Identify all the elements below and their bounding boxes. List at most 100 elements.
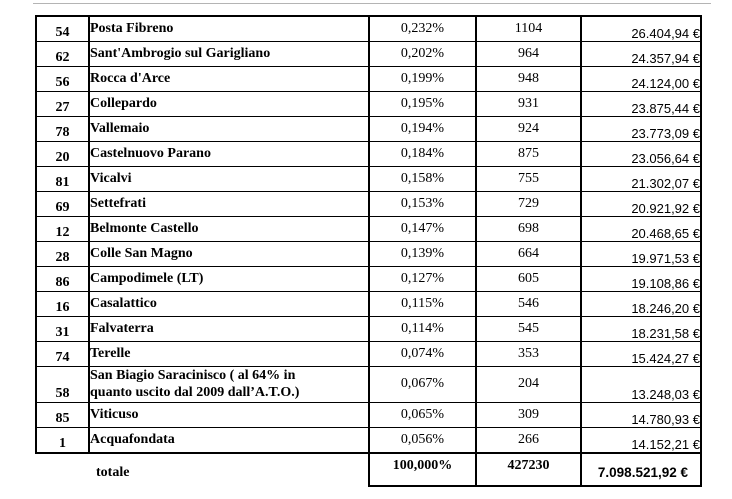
row-id-cell: 69 xyxy=(35,190,90,217)
municipality-name-cell: Falvaterra xyxy=(88,315,370,342)
count-cell: 729 xyxy=(475,190,582,217)
percent-cell: 0,153% xyxy=(368,190,477,217)
row-id-cell: 85 xyxy=(35,402,90,429)
municipality-name-cell: Vallemaio xyxy=(88,115,370,142)
total-label: totale xyxy=(96,465,130,481)
count-cell: 924 xyxy=(475,115,582,142)
table-body: 54 Posta Fibreno 0,232% 1104 26.404,94 €62 Sa… xyxy=(35,15,702,454)
amount-cell: 19.108,86 € xyxy=(580,265,702,292)
municipality-name-cell: Colle San Magno xyxy=(88,240,370,267)
amount-cell: 20.921,92 € xyxy=(580,190,702,217)
municipality-name-cell: Vicalvi xyxy=(88,165,370,192)
amount-cell: 26.404,94 € xyxy=(580,15,702,42)
table-row: 69 Settefrati 0,153% 729 20.921,92 € xyxy=(35,190,702,217)
amount-cell: 21.302,07 € xyxy=(580,165,702,192)
table-footer: totale 100,000% 427230 7.098.521,92 € xyxy=(36,451,702,487)
table-row: 54 Posta Fibreno 0,232% 1104 26.404,94 € xyxy=(35,15,702,42)
count-cell: 546 xyxy=(475,290,582,317)
table-row: 27 Collepardo 0,195% 931 23.875,44 € xyxy=(35,90,702,117)
total-row: totale 100,000% 427230 7.098.521,92 € xyxy=(36,451,702,487)
count-cell: 931 xyxy=(475,90,582,117)
amount-cell: 18.231,58 € xyxy=(580,315,702,342)
count-cell: 698 xyxy=(475,215,582,242)
row-id-cell: 54 xyxy=(35,15,90,42)
percent-cell: 0,074% xyxy=(368,340,477,367)
municipality-name-cell: Acquafondata xyxy=(88,427,370,454)
row-id-cell: 58 xyxy=(35,365,90,404)
row-id-cell: 81 xyxy=(35,165,90,192)
municipality-name-cell: San Biagio Saracinisco ( al 64% in quant… xyxy=(88,365,370,404)
row-id-cell: 27 xyxy=(35,90,90,117)
table-row: 16 Casalattico 0,115% 546 18.246,20 € xyxy=(35,290,702,317)
table-row: 74 Terelle 0,074% 353 15.424,27 € xyxy=(35,340,702,367)
row-id-cell: 16 xyxy=(35,290,90,317)
count-cell: 545 xyxy=(475,315,582,342)
count-cell: 664 xyxy=(475,240,582,267)
municipality-name-cell: Settefrati xyxy=(88,190,370,217)
municipality-name-cell: Viticuso xyxy=(88,402,370,429)
municipality-name-cell: Collepardo xyxy=(88,90,370,117)
row-id-cell: 86 xyxy=(35,265,90,292)
percent-cell: 0,158% xyxy=(368,165,477,192)
percent-cell: 0,202% xyxy=(368,40,477,67)
table-row: 31 Falvaterra 0,114% 545 18.231,58 € xyxy=(35,315,702,342)
count-cell: 353 xyxy=(475,340,582,367)
municipality-name-cell: Rocca d'Arce xyxy=(88,65,370,92)
amount-cell: 23.773,09 € xyxy=(580,115,702,142)
municipality-name-cell: Belmonte Castello xyxy=(88,215,370,242)
total-count-cell: 427230 xyxy=(475,451,582,487)
count-cell: 309 xyxy=(475,402,582,429)
row-id-cell: 78 xyxy=(35,115,90,142)
municipality-name-cell: Posta Fibreno xyxy=(88,15,370,42)
amount-cell: 18.246,20 € xyxy=(580,290,702,317)
count-cell: 266 xyxy=(475,427,582,454)
count-cell: 605 xyxy=(475,265,582,292)
total-percent-cell: 100,000% xyxy=(368,451,477,487)
amount-cell: 24.124,00 € xyxy=(580,65,702,92)
table-row: 78 Vallemaio 0,194% 924 23.773,09 € xyxy=(35,115,702,142)
row-id-cell: 12 xyxy=(35,215,90,242)
percent-cell: 0,127% xyxy=(368,265,477,292)
percent-cell: 0,056% xyxy=(368,427,477,454)
table-row: 85 Viticuso 0,065% 309 14.780,93 € xyxy=(35,402,702,429)
count-cell: 204 xyxy=(475,365,582,404)
table-row: 62 Sant'Ambrogio sul Garigliano 0,202% 964 2… xyxy=(35,40,702,67)
amount-cell: 14.780,93 € xyxy=(580,402,702,429)
row-id-cell: 28 xyxy=(35,240,90,267)
table-row: 12 Belmonte Castello 0,147% 698 20.468,65 € xyxy=(35,215,702,242)
table-row: 81 Vicalvi 0,158% 755 21.302,07 € xyxy=(35,165,702,192)
percent-cell: 0,199% xyxy=(368,65,477,92)
row-id-cell: 20 xyxy=(35,140,90,167)
table-row: 86 Campodimele (LT) 0,127% 605 19.108,86 € xyxy=(35,265,702,292)
municipality-name-cell: Terelle xyxy=(88,340,370,367)
percent-cell: 0,147% xyxy=(368,215,477,242)
percent-cell: 0,184% xyxy=(368,140,477,167)
row-id-cell: 1 xyxy=(35,427,90,454)
municipality-allocation-table: 54 Posta Fibreno 0,232% 1104 26.404,94 €62 Sa… xyxy=(35,15,702,487)
table-row: 1 Acquafondata 0,056% 266 14.152,21 € xyxy=(35,427,702,454)
table-row: 58 San Biagio Saracinisco ( al 64% in qua… xyxy=(35,365,702,404)
amount-cell: 13.248,03 € xyxy=(580,365,702,404)
amount-cell: 23.056,64 € xyxy=(580,140,702,167)
count-cell: 948 xyxy=(475,65,582,92)
count-cell: 755 xyxy=(475,165,582,192)
total-amount-cell: 7.098.521,92 € xyxy=(580,451,702,487)
percent-cell: 0,139% xyxy=(368,240,477,267)
row-id-cell: 62 xyxy=(35,40,90,67)
row-id-cell: 56 xyxy=(35,65,90,92)
row-id-cell: 31 xyxy=(35,315,90,342)
amount-cell: 24.357,94 € xyxy=(580,40,702,67)
percent-cell: 0,114% xyxy=(368,315,477,342)
table-row: 20 Castelnuovo Parano 0,184% 875 23.056,64 € xyxy=(35,140,702,167)
percent-cell: 0,067% xyxy=(368,365,477,404)
percent-cell: 0,195% xyxy=(368,90,477,117)
amount-cell: 14.152,21 € xyxy=(580,427,702,454)
count-cell: 964 xyxy=(475,40,582,67)
percent-cell: 0,065% xyxy=(368,402,477,429)
amount-cell: 15.424,27 € xyxy=(580,340,702,367)
percent-cell: 0,194% xyxy=(368,115,477,142)
count-cell: 875 xyxy=(475,140,582,167)
amount-cell: 20.468,65 € xyxy=(580,215,702,242)
table-row: 56 Rocca d'Arce 0,199% 948 24.124,00 € xyxy=(35,65,702,92)
table-row: 28 Colle San Magno 0,139% 664 19.971,53 € xyxy=(35,240,702,267)
